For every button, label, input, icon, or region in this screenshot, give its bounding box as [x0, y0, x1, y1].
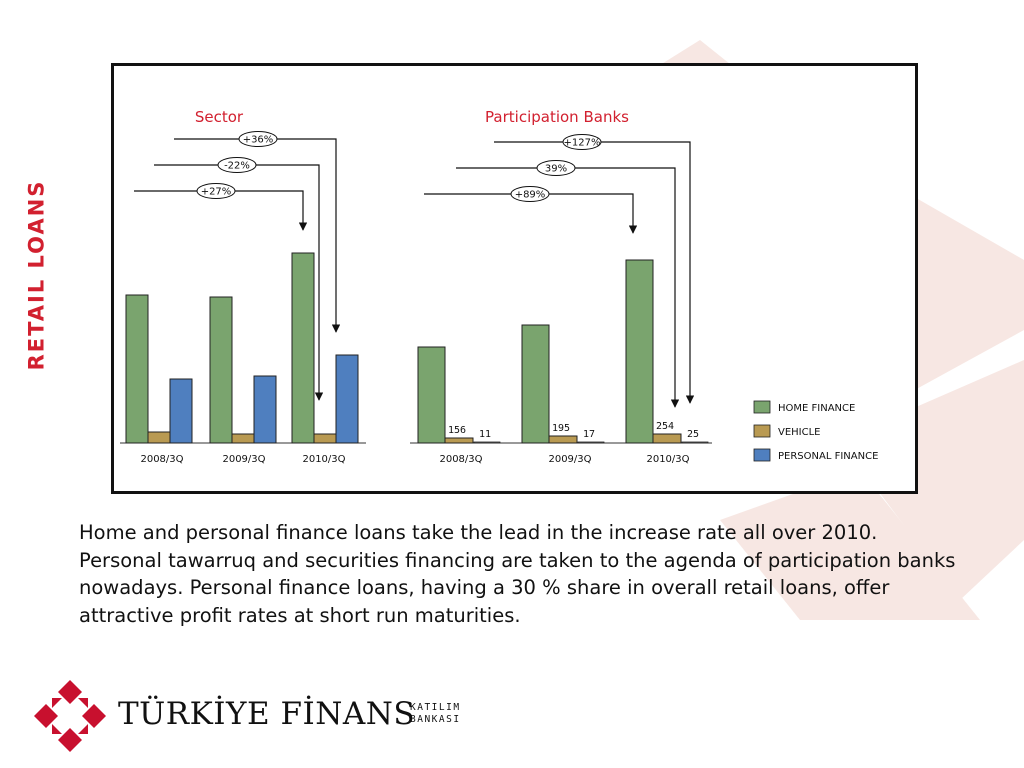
bar-participation-vehicle-2009-3Q: [548, 435, 578, 444]
bar-sector-personal-finance-2009-3Q: [253, 375, 277, 444]
data-label-participation-vehicle-2009-3Q: 195: [552, 423, 570, 434]
retail-loans-vertical-title: RETAIL LOANS: [24, 179, 48, 371]
bar-participation-vehicle-2008-3Q: [444, 437, 474, 444]
brand-sub-line2: BANKASI: [410, 714, 461, 725]
data-label-participation-personal-finance-2009-3Q: 17: [583, 429, 595, 440]
growth-label-sector-1: +36%: [243, 135, 274, 146]
bar-participation-home-finance-2010-3Q: [625, 259, 654, 444]
chart-title-sector: Sector: [195, 108, 244, 126]
x-tick-label-sector-2008-3Q: 2008/3Q: [140, 454, 183, 465]
growth-badge-sector-1: [238, 131, 278, 147]
legend-label-vehicle: VEHICLE: [778, 427, 821, 438]
bar-sector-vehicle-2009-3Q: [231, 433, 255, 444]
x-tick-label-sector-2009-3Q: 2009/3Q: [222, 454, 265, 465]
growth-label-participation-2: 39%: [545, 164, 567, 175]
data-label-participation-vehicle-2008-3Q: 156: [448, 425, 466, 436]
x-tick-label-sector-2010-3Q: 2010/3Q: [302, 454, 345, 465]
x-tick-label-participation-2010-3Q: 2010/3Q: [646, 454, 689, 465]
growth-badge-sector-2: [217, 157, 257, 173]
growth-arrow-participation-3: [424, 193, 638, 234]
growth-arrow-sector-3: [134, 190, 308, 231]
caption-text: Home and personal finance loans take the…: [79, 521, 956, 627]
growth-label-sector-3: +27%: [201, 187, 232, 198]
bar-sector-vehicle-2008-3Q: [147, 431, 171, 444]
growth-badge-participation-1: [562, 134, 602, 150]
bar-participation-home-finance-2009-3Q: [521, 324, 550, 444]
legend-swatch-vehicle: [753, 424, 771, 438]
x-tick-label-participation-2008-3Q: 2008/3Q: [439, 454, 482, 465]
growth-label-participation-1: +127%: [564, 138, 601, 149]
bar-participation-vehicle-2010-3Q: [652, 433, 682, 444]
growth-label-sector-2: -22%: [224, 161, 250, 172]
bar-sector-home-finance-2008-3Q: [125, 294, 149, 444]
x-tick-label-participation-2009-3Q: 2009/3Q: [548, 454, 591, 465]
chart-frame: Sector 2008/3Q 2009/3Q 2010/3Q +36% -22% +27% P…: [111, 63, 918, 494]
chart-title-participation: Participation Banks: [485, 108, 629, 126]
legend-swatch-home-finance: [753, 400, 771, 414]
bar-participation-personal-finance-2010-3Q: [681, 441, 709, 444]
retail-loans-chart: Sector 2008/3Q 2009/3Q 2010/3Q +36% -22% +27% P…: [120, 108, 878, 465]
growth-badge-participation-2: [536, 160, 576, 176]
growth-label-participation-3: +89%: [515, 190, 546, 201]
bar-sector-personal-finance-2008-3Q: [169, 378, 193, 444]
bar-participation-personal-finance-2009-3Q: [577, 441, 605, 444]
legend-label-personal-finance: PERSONAL FINANCE: [778, 451, 878, 462]
brand-emblem-icon: [34, 680, 106, 752]
bar-sector-personal-finance-2010-3Q: [335, 354, 359, 444]
legend-swatch-personal-finance: [753, 448, 771, 462]
growth-badge-participation-3: [510, 186, 550, 202]
turkiye-finans-logo: TÜRKİYE FİNANS KATILIM BANKASI: [32, 678, 472, 754]
bar-sector-vehicle-2010-3Q: [313, 433, 337, 444]
growth-arrow-sector-2: [154, 164, 324, 401]
data-label-participation-vehicle-2010-3Q: 254: [656, 421, 674, 432]
bar-participation-personal-finance-2008-3Q: [473, 441, 501, 444]
bar-sector-home-finance-2009-3Q: [209, 296, 233, 444]
bar-participation-home-finance-2008-3Q: [417, 346, 446, 444]
brand-sub-line1: KATILIM: [410, 702, 461, 713]
brand-subtitle: KATILIM BANKASI: [410, 702, 466, 726]
growth-arrow-sector-1: [174, 138, 341, 333]
growth-arrow-participation-2: [456, 167, 680, 408]
brand-name: TÜRKİYE FİNANS: [118, 696, 416, 732]
data-label-participation-personal-finance-2010-3Q: 25: [687, 429, 699, 440]
legend-label-home-finance: HOME FINANCE: [778, 403, 855, 414]
growth-arrow-participation-1: [494, 141, 695, 404]
growth-badge-sector-3: [196, 183, 236, 199]
bar-sector-home-finance-2010-3Q: [291, 252, 315, 444]
data-label-participation-personal-finance-2008-3Q: 11: [479, 429, 491, 440]
